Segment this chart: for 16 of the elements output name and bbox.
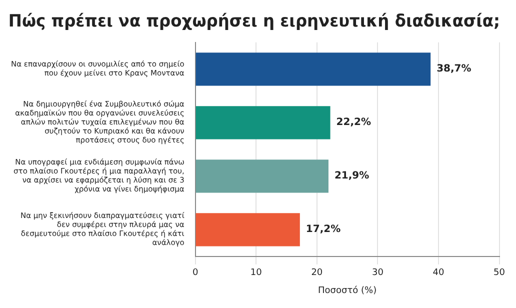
- data-label: 38,7%: [436, 64, 472, 75]
- x-tick-label: 0: [192, 268, 198, 278]
- x-tick-label: 40: [432, 268, 444, 278]
- data-label: 22,2%: [336, 117, 371, 128]
- data-label: 17,2%: [306, 224, 341, 236]
- chart-title: Πώς πρέπει να προχωρήσει η ειρηνευτική διαδικασία;: [8, 11, 500, 31]
- bar: [196, 52, 431, 86]
- x-tick-label: 10: [250, 268, 262, 278]
- bar: [196, 160, 328, 193]
- x-tick-label: 20: [311, 268, 323, 278]
- x-tick-label: 30: [372, 268, 384, 278]
- bar: [196, 213, 300, 246]
- data-label: 21,9%: [334, 170, 370, 182]
- x-tick-label: 50: [494, 268, 506, 278]
- bar: [196, 106, 330, 140]
- x-axis-title: Ποσοστό (%): [318, 284, 377, 296]
